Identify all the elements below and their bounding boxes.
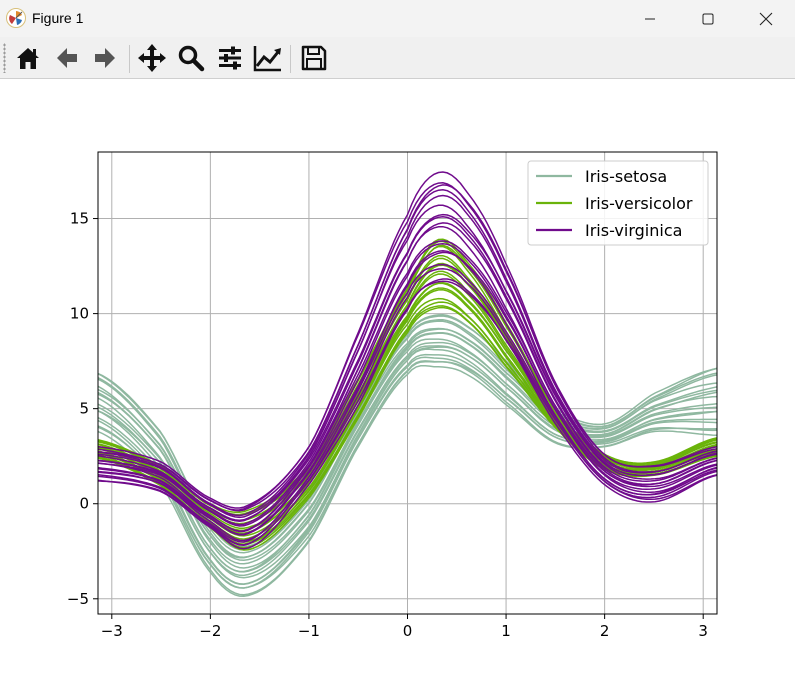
pan-icon	[138, 44, 166, 72]
back-button[interactable]	[51, 42, 83, 74]
legend[interactable]: Iris-setosa Iris-versicolor Iris-virginica	[527, 160, 709, 246]
window-title: Figure 1	[32, 10, 84, 26]
configure-subplots-icon	[219, 46, 241, 70]
legend-label: Iris-virginica	[585, 221, 682, 240]
andrews-curves-chart[interactable]: −3 −2 −1 0 1 2 3 −5 0 5 10 15 Iris-setosa Iris-versi…	[0, 79, 795, 678]
andrews-curve	[98, 194, 717, 519]
minimize-icon	[645, 18, 655, 19]
maximize-button[interactable]	[679, 0, 737, 37]
edit-axis-button[interactable]	[252, 42, 284, 74]
y-tick-label: −5	[67, 590, 89, 608]
configure-subplots-button[interactable]	[214, 42, 246, 74]
edit-axis-icon	[253, 46, 281, 72]
andrews-curve	[98, 356, 717, 589]
y-tick-label: 5	[79, 400, 89, 418]
andrews-curve	[98, 171, 717, 509]
minimize-button[interactable]	[621, 0, 679, 37]
figure-canvas[interactable]: −3 −2 −1 0 1 2 3 −5 0 5 10 15 Iris-setosa Iris-versi…	[0, 79, 795, 678]
toolbar-grip[interactable]	[3, 43, 6, 73]
andrews-curve	[98, 331, 717, 565]
forward-button[interactable]	[89, 42, 121, 74]
andrews-curve	[98, 250, 717, 542]
y-tick-label: 0	[79, 495, 89, 513]
back-icon	[57, 48, 77, 68]
x-tick-label: −2	[199, 622, 221, 640]
x-tick-label: 2	[600, 622, 610, 640]
series-iris-virginica	[98, 171, 717, 550]
forward-icon	[95, 48, 115, 68]
x-tick-label: −3	[101, 622, 123, 640]
tick-marks: −3 −2 −1 0 1 2 3 −5 0 5 10 15	[67, 210, 708, 640]
andrews-curve	[98, 332, 717, 569]
series-iris-setosa	[98, 314, 717, 598]
toolbar-separator	[129, 45, 130, 73]
andrews-curve	[98, 267, 717, 546]
curve-layer	[98, 171, 717, 598]
maximize-icon	[702, 13, 714, 24]
window-title-bar: Figure 1	[0, 0, 795, 37]
x-tick-label: 0	[403, 622, 413, 640]
legend-box	[527, 160, 709, 246]
close-icon	[759, 12, 773, 25]
y-tick-label: 15	[70, 210, 89, 228]
toolbar-separator	[290, 45, 291, 73]
y-tick-label: 10	[70, 305, 89, 323]
close-button[interactable]	[737, 0, 795, 37]
andrews-curve	[98, 345, 717, 577]
x-tick-label: 1	[501, 622, 511, 640]
home-icon	[17, 48, 39, 69]
zoom-button[interactable]	[175, 42, 207, 74]
x-tick-label: 3	[698, 622, 708, 640]
pan-button[interactable]	[136, 42, 168, 74]
matplotlib-app-icon	[6, 8, 26, 28]
navigation-toolbar	[0, 37, 795, 79]
andrews-curve	[98, 242, 717, 536]
save-icon	[301, 45, 327, 71]
save-button[interactable]	[298, 42, 330, 74]
x-tick-label: −1	[298, 622, 320, 640]
legend-label: Iris-versicolor	[585, 194, 693, 213]
home-button[interactable]	[12, 42, 44, 74]
legend-label: Iris-setosa	[585, 167, 667, 186]
zoom-icon	[178, 45, 205, 72]
